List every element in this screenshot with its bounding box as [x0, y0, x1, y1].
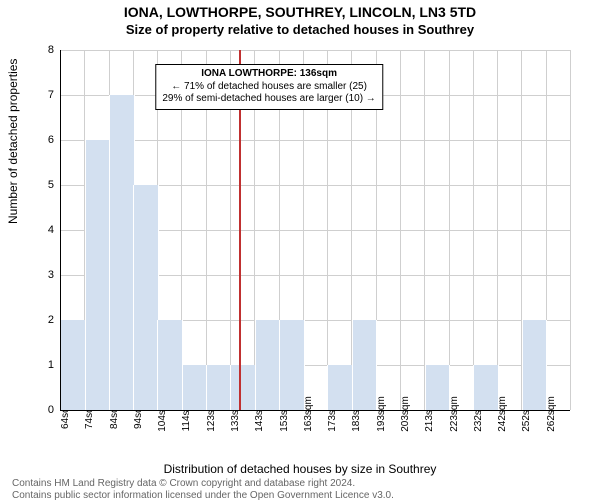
ytick-label: 3 — [48, 269, 60, 281]
histogram-bar — [109, 95, 135, 410]
gridline-v — [497, 50, 498, 410]
page-subtitle: Size of property relative to detached ho… — [0, 22, 600, 37]
histogram-bar — [182, 365, 208, 410]
histogram-bar — [206, 365, 232, 410]
footer-line: Contains public sector information licen… — [12, 490, 394, 502]
histogram-bar — [133, 185, 159, 410]
histogram-bar — [255, 320, 281, 410]
annotation-box: IONA LOWTHORPE: 136sqm← 71% of detached … — [155, 64, 382, 110]
y-axis-label: Number of detached properties — [6, 59, 20, 224]
histogram-bar — [425, 365, 451, 410]
gridline-v — [424, 50, 425, 410]
annot-line: IONA LOWTHORPE: 136sqm — [162, 68, 375, 81]
ytick-label: 0 — [48, 404, 60, 416]
ytick-label: 8 — [48, 44, 60, 56]
ytick-label: 5 — [48, 179, 60, 191]
gridline-v — [473, 50, 474, 410]
gridline-h — [60, 140, 570, 141]
footer-line: Contains HM Land Registry data © Crown c… — [12, 478, 394, 490]
gridline-h — [60, 50, 570, 51]
annot-line: ← 71% of detached houses are smaller (25… — [162, 81, 375, 94]
x-axis — [60, 410, 570, 411]
histogram-bar — [327, 365, 353, 410]
footer: Contains HM Land Registry data © Crown c… — [12, 478, 394, 502]
ytick-label: 4 — [48, 224, 60, 236]
histogram-bar — [279, 320, 305, 410]
ytick-label: 6 — [48, 134, 60, 146]
ytick-label: 1 — [48, 359, 60, 371]
histogram-bar — [352, 320, 378, 410]
ytick-label: 2 — [48, 314, 60, 326]
gridline-v — [570, 50, 571, 410]
gridline-v — [449, 50, 450, 410]
xtick-label: 203sqm — [400, 396, 411, 432]
y-axis — [60, 50, 61, 410]
histogram-bar — [85, 140, 111, 410]
plot-area: 01234567864sqm74sqm84sqm94sqm104sqm114sq… — [60, 50, 570, 410]
annot-line: 29% of semi-detached houses are larger (… — [162, 93, 375, 106]
histogram-bar — [473, 365, 499, 410]
gridline-v — [400, 50, 401, 410]
histogram-bar — [522, 320, 548, 410]
histogram-bar — [60, 320, 86, 410]
page-title: IONA, LOWTHORPE, SOUTHREY, LINCOLN, LN3 … — [0, 4, 600, 20]
histogram-chart: 01234567864sqm74sqm84sqm94sqm104sqm114sq… — [60, 50, 570, 410]
header: IONA, LOWTHORPE, SOUTHREY, LINCOLN, LN3 … — [0, 4, 600, 37]
x-axis-label: Distribution of detached houses by size … — [0, 462, 600, 476]
histogram-bar — [157, 320, 183, 410]
ytick-label: 7 — [48, 89, 60, 101]
histogram-bar — [230, 365, 256, 410]
